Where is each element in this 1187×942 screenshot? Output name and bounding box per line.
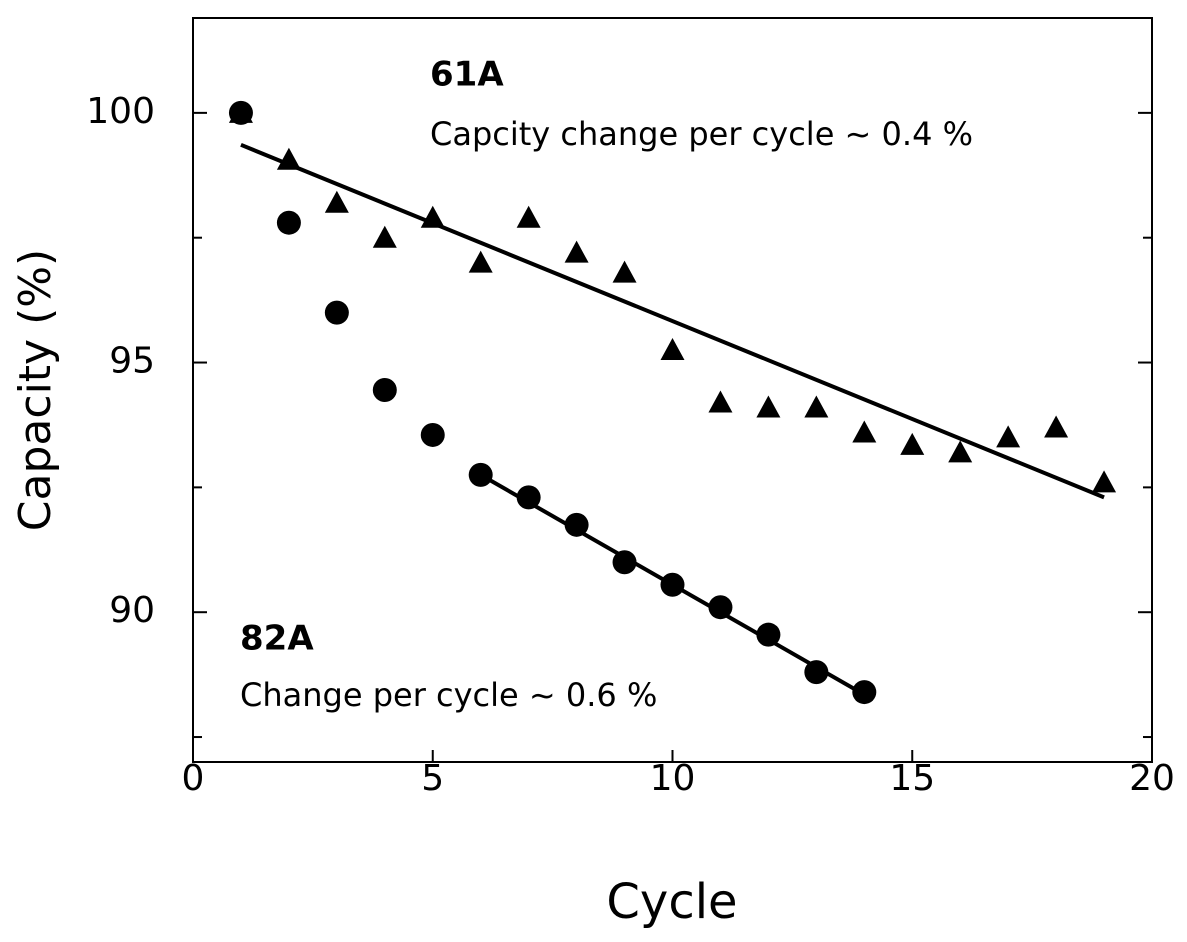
circle-marker [468,462,493,487]
circle-marker [756,622,781,647]
triangle-marker [420,205,445,228]
circle-marker [324,300,349,325]
triangle-marker [612,260,637,283]
x-axis-label: Cycle [606,874,737,930]
circle-marker [372,378,397,402]
x-tick-label: 5 [421,758,444,799]
circle-marker [564,512,589,537]
triangle-marker [564,240,589,263]
triangle-marker [1044,415,1069,438]
triangle-marker [804,395,829,418]
fit-line [240,142,1105,500]
triangle-marker [900,432,925,455]
circle-marker [804,660,829,685]
triangle-marker [516,205,541,228]
circle-marker [228,100,253,125]
triangle-marker [1092,470,1117,493]
triangle-marker [660,338,685,361]
triangle-marker [372,225,397,248]
y-axis-label: Capacity (%) [10,249,61,531]
x-tick-label: 20 [1129,758,1175,799]
x-tick-label: 15 [889,758,935,799]
y-tick-label: 95 [109,341,155,382]
circle-marker [276,210,301,235]
triangle-marker [756,395,781,418]
x-tick-label: 0 [182,758,205,799]
x-tick-label: 10 [650,758,696,799]
triangle-marker [852,420,877,443]
triangle-marker [324,190,349,213]
circle-marker [516,485,541,510]
y-tick-label: 90 [109,590,155,631]
circle-marker [612,550,637,575]
triangle-marker [468,250,493,273]
annotation: 82A [240,619,314,659]
y-tick-label: 100 [86,91,155,132]
triangle-marker [276,147,301,170]
circle-marker [660,572,685,597]
annotation: 61A [430,55,504,95]
triangle-marker [996,425,1021,448]
annotation: Capcity change per cycle ~ 0.4 % [430,115,973,153]
circle-marker [852,680,877,705]
triangle-marker [948,440,973,463]
circle-marker [708,595,733,620]
annotation: Change per cycle ~ 0.6 % [240,676,657,714]
circle-marker [420,422,445,447]
triangle-marker [708,390,733,413]
